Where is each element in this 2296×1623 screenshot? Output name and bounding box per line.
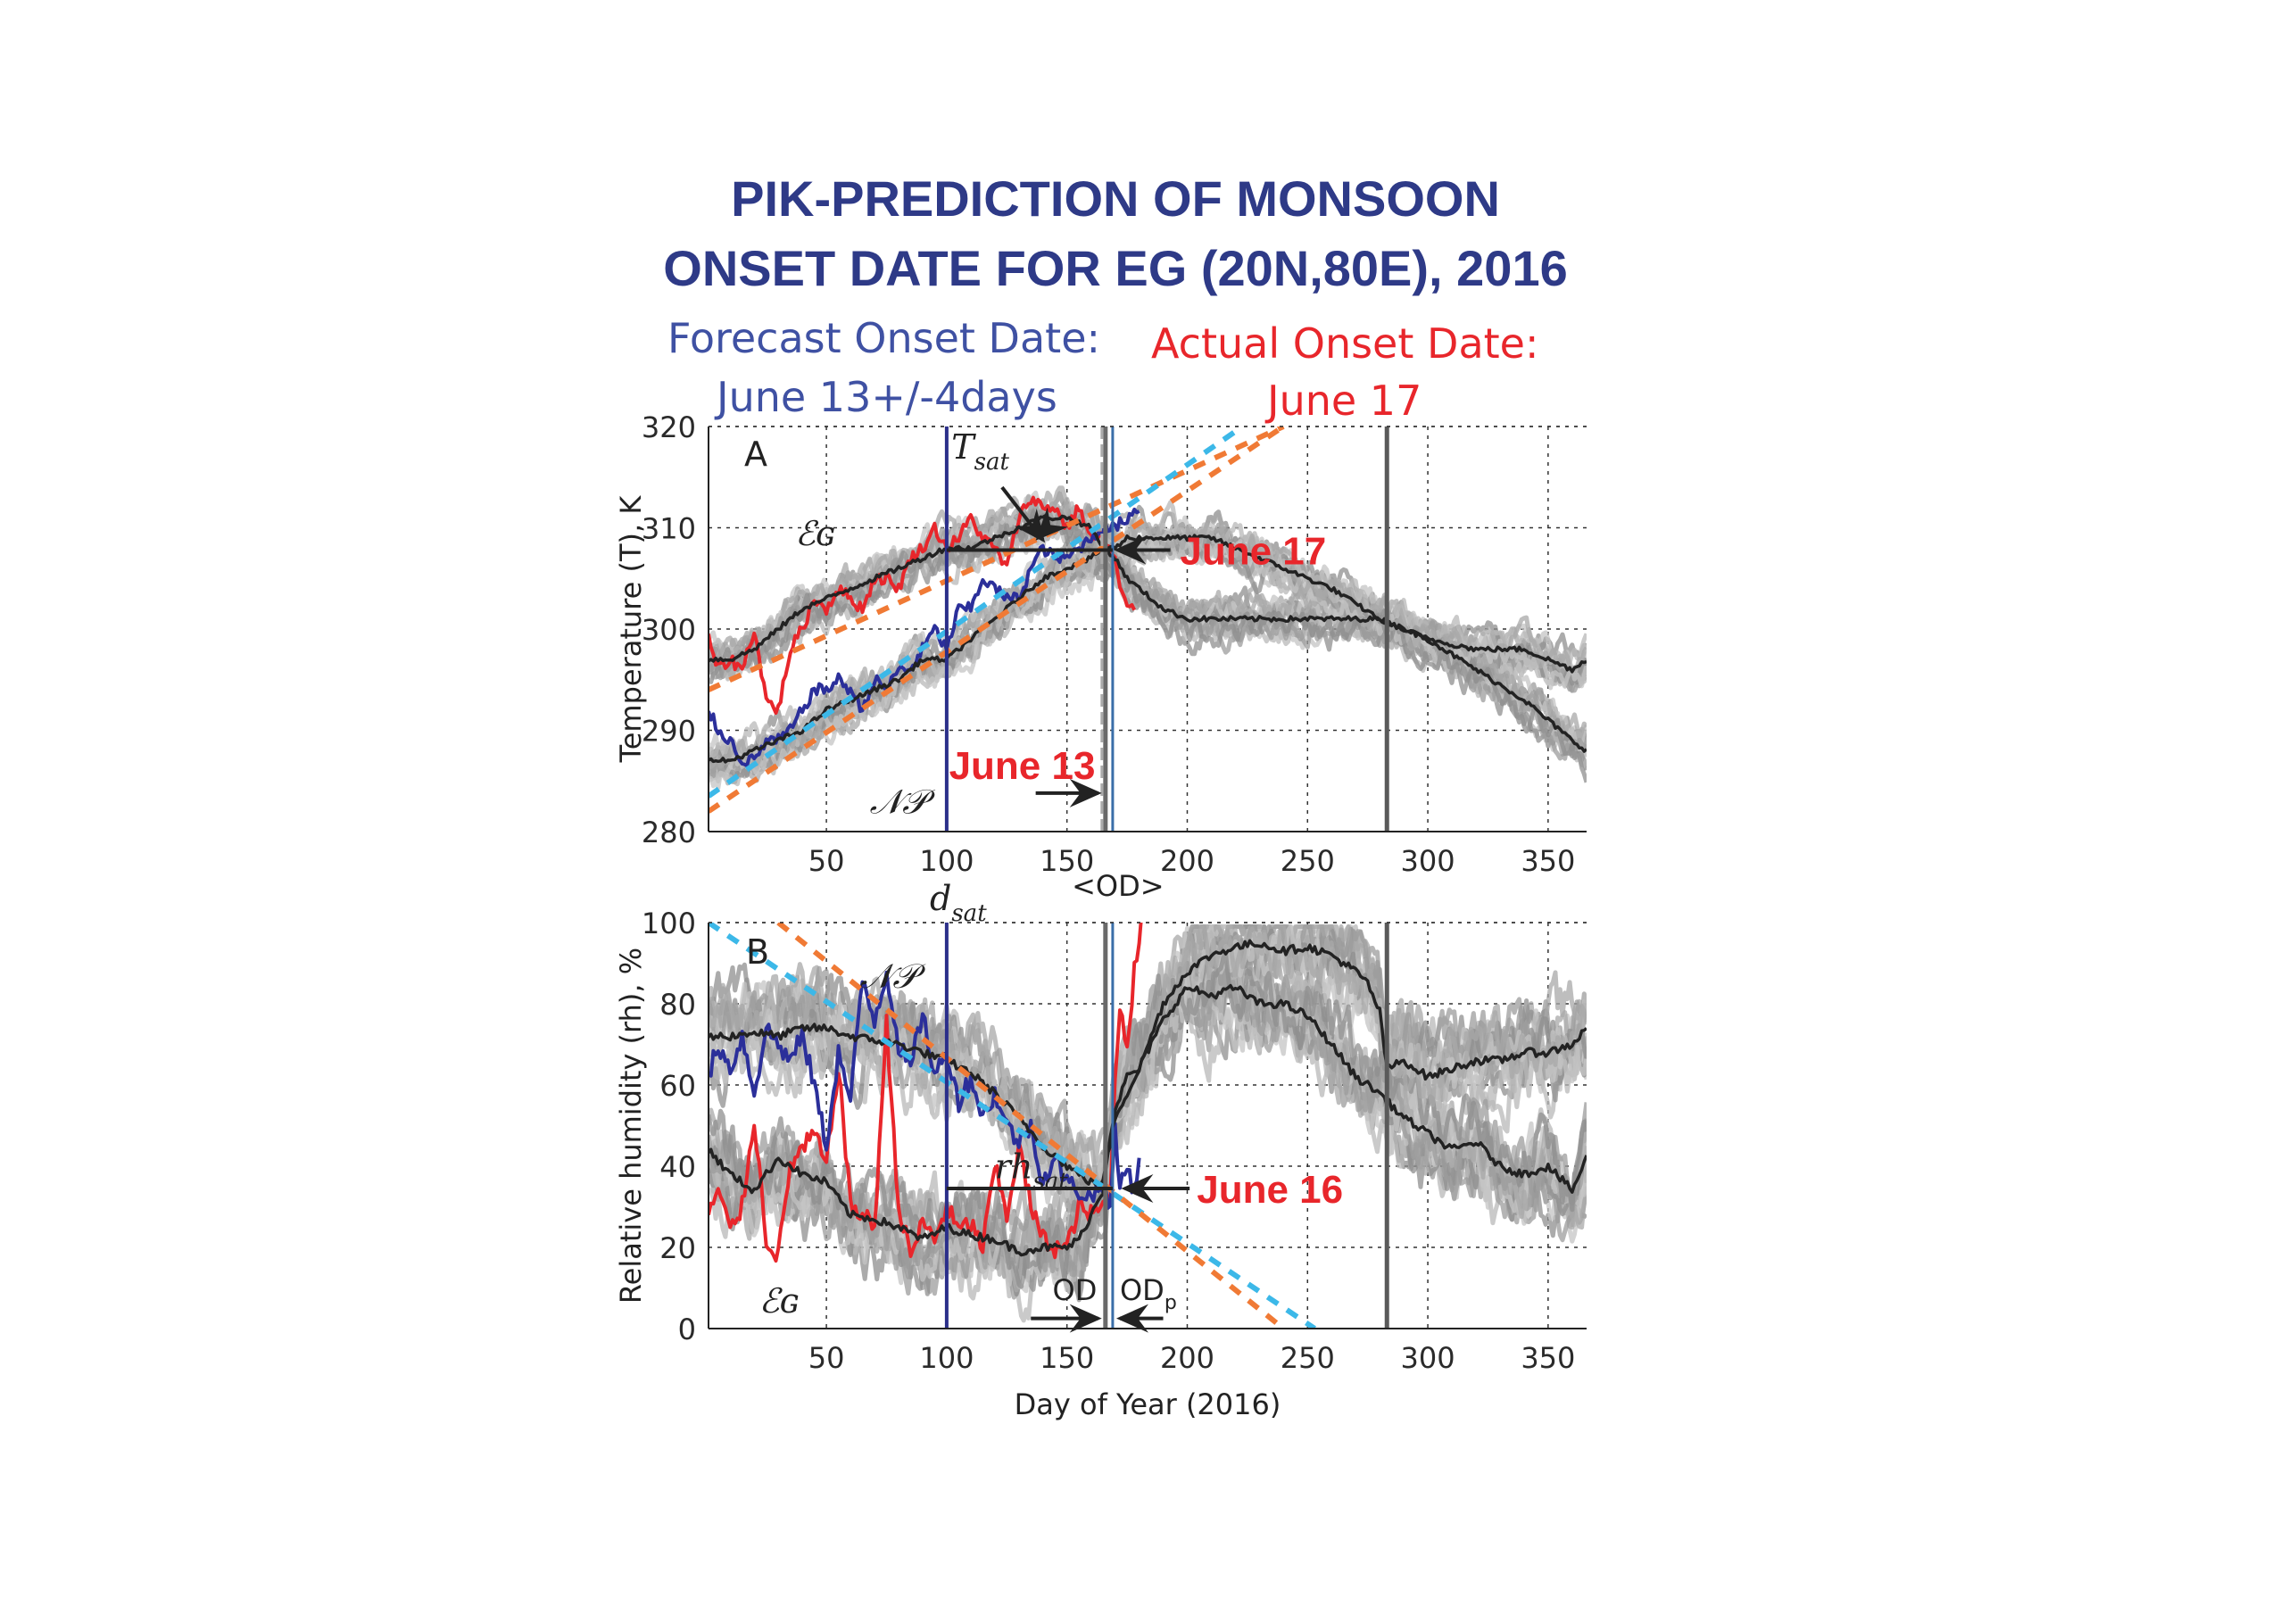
- odp-main: OD: [1120, 1273, 1165, 1307]
- ensemble-line: [709, 512, 1587, 783]
- tsat-main: T: [951, 427, 976, 467]
- y-tick-label: 60: [659, 1069, 696, 1103]
- x-tick-label: 100: [919, 1341, 974, 1375]
- region-label-eg-b: ℰɢ: [759, 1281, 800, 1321]
- odp-label: ODp: [1120, 1273, 1177, 1314]
- x-tick-label: 250: [1281, 844, 1335, 878]
- region-label-np-b: 𝒩𝒫: [860, 956, 926, 996]
- x-tick-label: 100: [919, 844, 974, 878]
- annotations-layer: A ℰɢ 𝒩𝒫 Tsat June 17 June 13 <OD> dsat B…: [614, 427, 1343, 1421]
- chart-title-line-2: ONSET DATE FOR EG (20N,80E), 2016: [663, 240, 1568, 296]
- callout-june-13: June 13: [949, 744, 1096, 788]
- plot-area-b: [709, 923, 1587, 1329]
- fit-line: [776, 923, 1286, 1329]
- x-tick-label: 150: [1040, 844, 1094, 878]
- dsat-sub: sat: [951, 900, 987, 927]
- series-eg-mean: [709, 983, 1587, 1257]
- y-tick-label: 320: [642, 410, 696, 444]
- actual-onset-value: June 17: [1267, 377, 1422, 425]
- actual-onset-label: Actual Onset Date:: [1151, 319, 1539, 368]
- chart-title-line-1: PIK-PREDICTION OF MONSOON: [731, 170, 1500, 227]
- tsat-label: Tsat: [951, 427, 1009, 476]
- panel-b-humidity: 50 100 150 200 250 300 350 0 20 40 60 80 100: [642, 907, 1587, 1375]
- rhsat-sub: sat: [1032, 1169, 1068, 1196]
- x-tick-label: 250: [1281, 1341, 1335, 1375]
- forecast-onset-value: June 13+/-4days: [717, 373, 1057, 421]
- x-tick-label: 350: [1521, 844, 1575, 878]
- arrow-tsat: [1000, 485, 1046, 543]
- x-tick-label: 200: [1160, 1341, 1214, 1375]
- x-tick-label: 50: [808, 844, 845, 878]
- y-axis-label-humidity: Relative humidity (rh), %: [614, 948, 648, 1304]
- series-eg-mean: [709, 514, 1587, 753]
- plot-area-a: [709, 426, 1587, 814]
- x-tick-label: 350: [1521, 1341, 1575, 1375]
- region-label-np-a: 𝒩𝒫: [870, 783, 936, 822]
- ensemble-lines: [709, 924, 1587, 1323]
- y-tick-label: 290: [642, 715, 696, 749]
- y-tick-label: 280: [642, 816, 696, 849]
- ensemble-lines: [709, 485, 1587, 791]
- forecast-onset-label: Forecast Onset Date:: [667, 314, 1100, 362]
- x-tick-label: 150: [1040, 1341, 1094, 1375]
- callout-june-17: June 17: [1180, 529, 1326, 573]
- x-tick-label: 300: [1401, 1341, 1455, 1375]
- x-tick-label: 50: [808, 1341, 845, 1375]
- series-eg-2016: [709, 923, 1143, 1263]
- y-axis-label-temperature: Temperature (T), K: [614, 495, 648, 764]
- y-tick-label: 20: [659, 1231, 696, 1265]
- tsat-sub: sat: [974, 449, 1010, 476]
- fit-line: [709, 426, 1245, 799]
- x-tick-label: 300: [1401, 844, 1455, 878]
- fit-line: [709, 923, 1317, 1329]
- y-tick-label: 0: [678, 1312, 696, 1346]
- y-tick-label: 40: [659, 1150, 696, 1184]
- panel-letter-b: B: [746, 932, 769, 972]
- dsat-label: dsat: [930, 879, 987, 927]
- series-np-2016: [709, 970, 1141, 1210]
- rhsat-label: rhsat: [995, 1147, 1068, 1196]
- y-tick-label: 310: [642, 512, 696, 546]
- rhsat-main: rh: [995, 1147, 1033, 1187]
- od-label: OD: [1053, 1273, 1098, 1307]
- x-axis-label: Day of Year (2016): [1015, 1387, 1281, 1421]
- series-np-mean: [709, 939, 1587, 1187]
- dsat-main: d: [930, 879, 951, 918]
- x-tick-label: 200: [1160, 844, 1214, 878]
- panel-a-temperature: 50 100 150 200 250 300 350 280 290 300 310 320: [642, 410, 1587, 878]
- odp-sub: p: [1165, 1292, 1177, 1314]
- region-label-eg-a: ℰɢ: [795, 514, 835, 553]
- y-tick-label: 300: [642, 613, 696, 647]
- series-np-mean: [709, 534, 1587, 764]
- panel-letter-a: A: [744, 435, 767, 474]
- y-tick-label: 100: [642, 907, 696, 940]
- callout-june-16: June 16: [1197, 1168, 1343, 1212]
- y-tick-label: 80: [659, 988, 696, 1022]
- od-mean-label: <OD>: [1072, 869, 1164, 903]
